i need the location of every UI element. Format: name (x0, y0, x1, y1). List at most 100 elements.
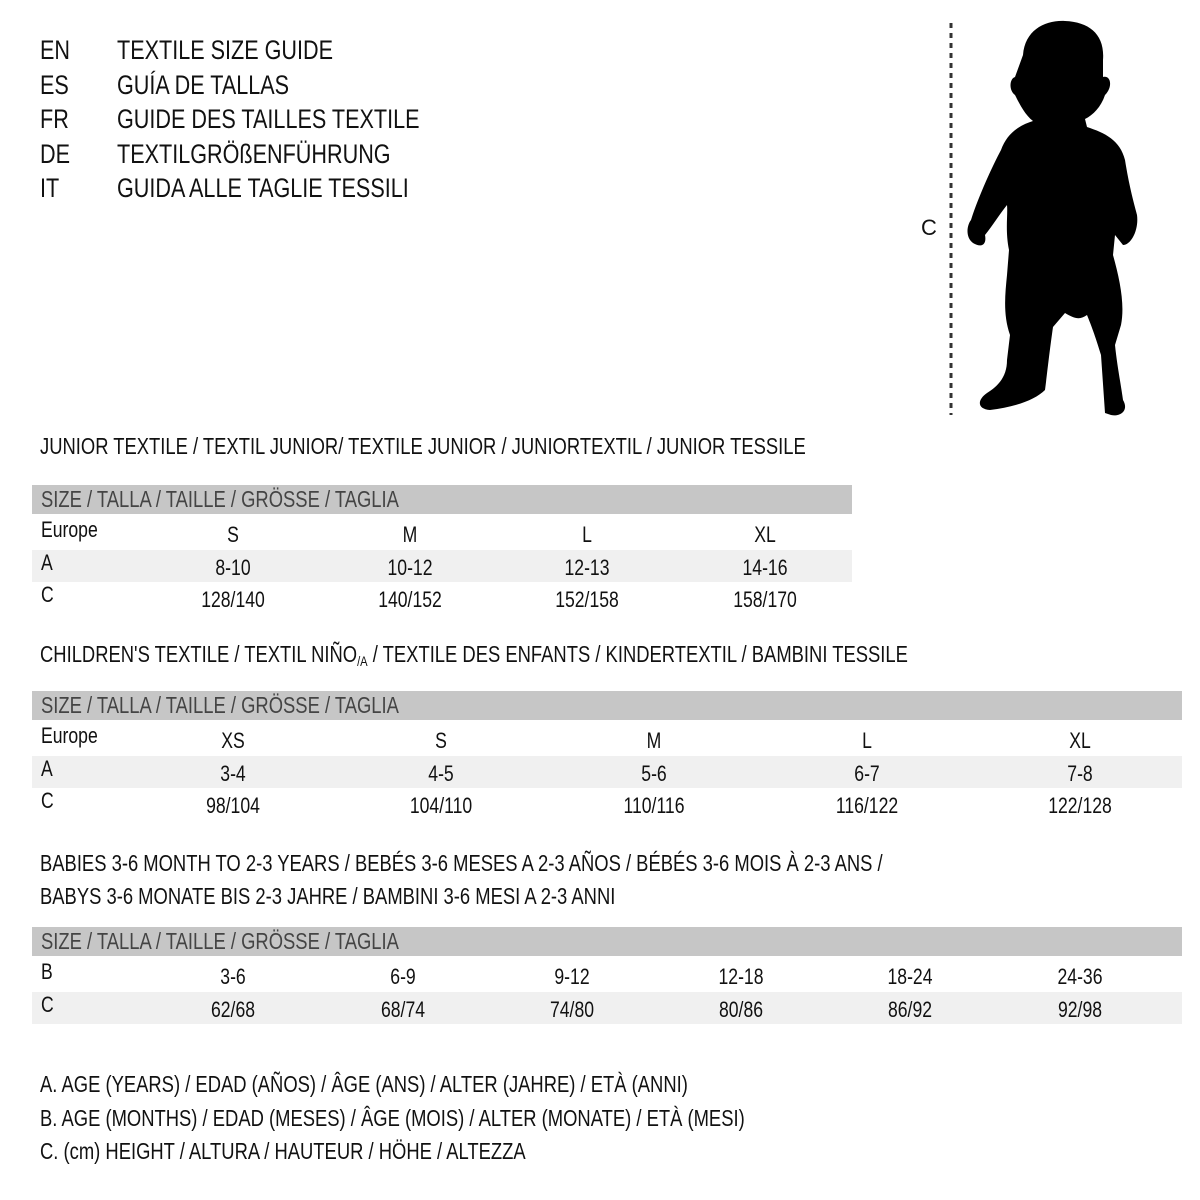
table-cell: 116/122 (828, 790, 906, 822)
table-cell: 62/68 (205, 994, 260, 1026)
row-label: Europe (41, 720, 112, 752)
cell-value: 98/104 (206, 793, 260, 818)
row-label-text: A (41, 755, 53, 781)
cell-value: M (402, 522, 418, 547)
height-label: C (921, 215, 937, 240)
section-title-text: JUNIOR TEXTILE / TEXTIL JUNIOR/ TEXTILE … (40, 433, 806, 459)
table-cell: L (581, 519, 593, 551)
table-cell: 3-4 (217, 758, 249, 790)
language-title-text: TEXTILGRÖßENFÜHRUNG (117, 138, 391, 169)
title-part: CHILDREN'S TEXTILE / TEXTIL NIÑO (40, 641, 358, 667)
cell-value: 4-5 (428, 760, 454, 786)
language-code-text: IT (40, 173, 60, 203)
height-dotted-line (949, 20, 1138, 416)
table-cell: 158/170 (725, 584, 805, 616)
table-cell: 12-18 (713, 961, 769, 993)
table-cell: 98/104 (199, 790, 266, 822)
row-label-text: Europe (41, 723, 98, 748)
row-label-text: Europe (41, 517, 98, 542)
table-cell: 24-36 (1052, 961, 1108, 993)
table-cell: M (401, 519, 419, 551)
cell-value: L (862, 728, 872, 753)
table-cell: 4-5 (425, 758, 457, 790)
cell-value: 10-12 (387, 554, 433, 580)
language-code-text: DE (40, 138, 71, 169)
table-cell: L (861, 725, 873, 757)
cell-value: 152/158 (555, 587, 619, 612)
row-label-text: C (41, 788, 54, 813)
height-figure: C (915, 15, 1155, 420)
language-title-text: GUIDE DES TAILLES TEXTILE (117, 104, 420, 134)
cell-value: 12-18 (718, 964, 764, 989)
cell-value: XL (754, 522, 776, 547)
table-cell: 9-12 (550, 961, 594, 993)
cell-value: 9-12 (554, 964, 590, 989)
cell-value: 8-10 (215, 554, 251, 580)
cell-value: 140/152 (378, 587, 442, 612)
language-title: GUIDA ALLE TAGLIE TESSILI (117, 171, 482, 205)
table-cell: 14-16 (737, 552, 793, 584)
cell-value: 74/80 (549, 996, 595, 1022)
legend-text: B. AGE (MONTHS) / EDAD (MESES) / ÂGE (MO… (40, 1104, 745, 1131)
table-cell: 3-6 (217, 961, 249, 993)
row-label: B (41, 956, 56, 988)
language-code-text: ES (40, 69, 69, 100)
cell-value: 116/122 (835, 793, 899, 818)
table-cell: 140/152 (370, 584, 450, 616)
table-row: Europe S M L XL (32, 517, 852, 549)
language-code: DE (40, 137, 78, 171)
table-cell: 92/98 (1052, 994, 1107, 1026)
row-label: C (41, 579, 57, 611)
table-cell: 104/110 (402, 790, 480, 822)
table-cell: S (226, 519, 241, 551)
language-code: ES (40, 68, 76, 102)
table-cell: 110/116 (616, 790, 692, 822)
table-row: Europe XS S M L XL (32, 723, 1182, 755)
section-title: CHILDREN'S TEXTILE / TEXTIL NIÑO/A / TEX… (40, 639, 1125, 676)
legend-text: A. AGE (YEARS) / EDAD (AÑOS) / ÂGE (ANS)… (40, 1071, 688, 1097)
language-title-text: GUÍA DE TALLAS (117, 69, 290, 100)
table-cell: 128/140 (193, 584, 273, 616)
language-code: EN (40, 33, 78, 67)
table-cell: 122/128 (1040, 790, 1120, 822)
cell-value: 68/74 (380, 996, 426, 1022)
table-cell: XL (752, 519, 779, 551)
cell-value: 104/110 (409, 793, 473, 818)
table-cell: 74/80 (544, 994, 599, 1026)
table-row: C 98/104 104/110 110/116 116/122 122/128 (32, 788, 1182, 820)
language-title: TEXTILE SIZE GUIDE (117, 33, 387, 67)
language-title: GUIDE DES TAILLES TEXTILE (117, 102, 495, 136)
language-title-text: GUIDA ALLE TAGLIE TESSILI (117, 173, 409, 203)
cell-value: 6-7 (854, 760, 880, 786)
cell-value: 80/86 (718, 996, 764, 1022)
legend-item: C. (cm) HEIGHT / ALTURA / HAUTEUR / HÖHE… (40, 1135, 647, 1168)
language-title: GUÍA DE TALLAS (117, 68, 332, 102)
table-cell: M (645, 725, 663, 757)
language-code-text: EN (40, 35, 71, 65)
cell-value: 122/128 (1048, 793, 1112, 818)
table-row: A 8-10 10-12 12-13 14-16 (32, 549, 852, 584)
row-label-text: C (41, 582, 54, 607)
row-label-text: C (41, 991, 54, 1017)
table-cell: 152/158 (547, 584, 627, 616)
cell-value: M (646, 728, 662, 753)
size-header-text: SIZE / TALLA / TAILLE / GRÖSSE / TAGLIA (41, 928, 399, 954)
size-header-text: SIZE / TALLA / TAILLE / GRÖSSE / TAGLIA (41, 486, 399, 512)
legend-text: C. (cm) HEIGHT / ALTURA / HAUTEUR / HÖHE… (40, 1138, 526, 1164)
row-label: A (41, 753, 56, 785)
size-header-row: SIZE / TALLA / TAILLE / GRÖSSE / TAGLIA (32, 485, 852, 514)
cell-value: 6-9 (390, 964, 416, 989)
cell-value: S (227, 522, 239, 547)
cell-value: 3-4 (220, 760, 246, 786)
row-label-text: B (41, 959, 53, 984)
table-row: A 3-4 4-5 5-6 6-7 7-8 (32, 753, 1182, 790)
table-cell: XL (1067, 725, 1094, 757)
section-title: JUNIOR TEXTILE / TEXTIL JUNIOR/ TEXTILE … (40, 431, 997, 461)
title-part: / TEXTILE DES ENFANTS / KINDERTEXTIL / B… (367, 641, 908, 667)
table-cell: 68/74 (375, 994, 430, 1026)
table-row: C 62/68 68/74 74/80 80/86 86/92 92/98 (32, 991, 1182, 1026)
cell-value: XL (1069, 728, 1091, 753)
row-label: C (41, 785, 57, 817)
cell-value: S (435, 728, 447, 753)
language-code: IT (40, 171, 64, 205)
